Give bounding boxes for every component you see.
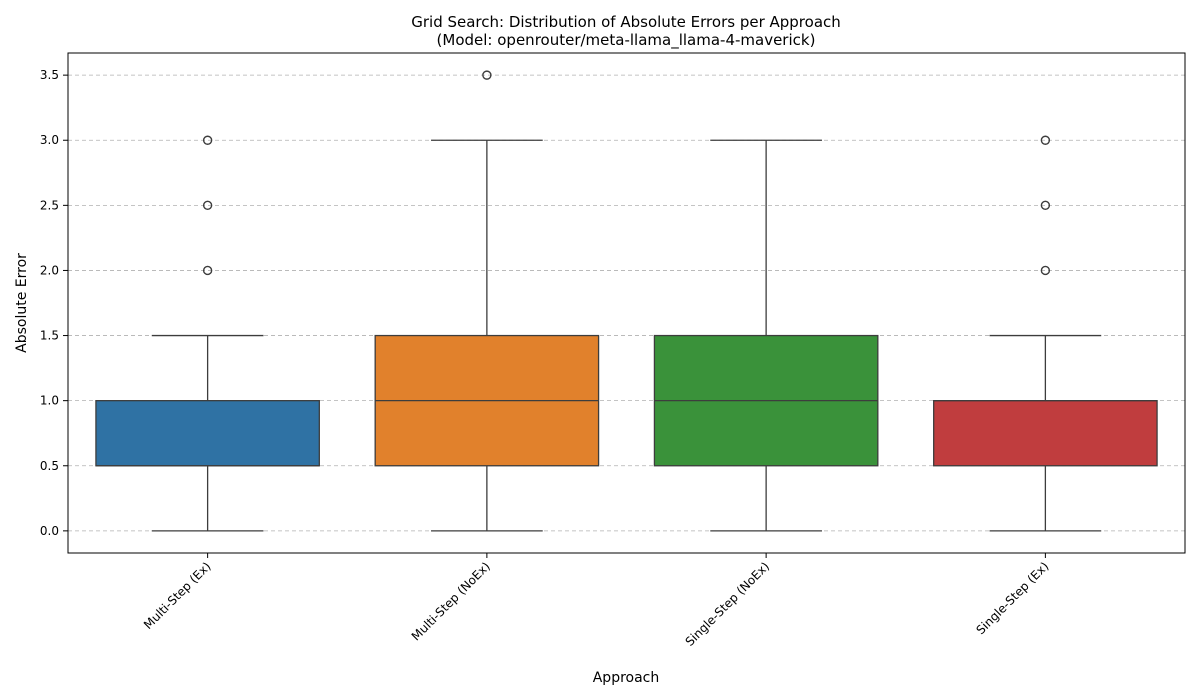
y-tick-label: 0.5: [40, 459, 59, 473]
y-tick-label: 3.0: [40, 133, 59, 147]
y-tick-label: 2.5: [40, 198, 59, 212]
outlier-point: [202, 200, 213, 211]
outlier-point: [202, 135, 213, 145]
x-tick-label: Single-Step (Ex): [973, 559, 1051, 637]
outlier-point: [202, 265, 213, 276]
chart-subtitle: (Model: openrouter/meta-llama_llama-4-ma…: [437, 31, 816, 50]
y-tick-label: 3.5: [40, 68, 59, 82]
plot-frame: [67, 52, 1186, 554]
outlier-point: [1040, 200, 1051, 211]
iqr-box: [95, 400, 320, 467]
y-axis-ticks: 0.0 0.5 1.0 1.5 2.0 2.5 3.0 3.5: [40, 68, 68, 538]
x-tick-label: Multi-Step (Ex): [141, 559, 214, 632]
box-series: [95, 70, 1158, 532]
x-tick-label: Multi-Step (NoEx): [409, 559, 493, 643]
box-group: [374, 70, 600, 532]
iqr-box: [933, 400, 1158, 467]
y-tick-label: 1.0: [40, 394, 59, 408]
y-tick-label: 2.0: [40, 263, 59, 277]
y-tick-label: 1.5: [40, 329, 59, 343]
box-group: [653, 139, 879, 532]
y-tick-label: 0.0: [40, 524, 59, 538]
y-axis-label: Absolute Error: [14, 253, 30, 353]
x-axis-ticks: Multi-Step (Ex) Multi-Step (NoEx) Single-S…: [141, 553, 1051, 649]
box-group: [933, 135, 1158, 532]
outlier-point: [1040, 135, 1051, 145]
box-group: [95, 135, 320, 532]
outlier-point: [482, 70, 492, 80]
chart-title: Grid Search: Distribution of Absolute Er…: [411, 13, 841, 31]
outlier-point: [1040, 265, 1051, 276]
x-tick-label: Single-Step (NoEx): [683, 559, 773, 649]
x-axis-label: Approach: [593, 670, 660, 686]
